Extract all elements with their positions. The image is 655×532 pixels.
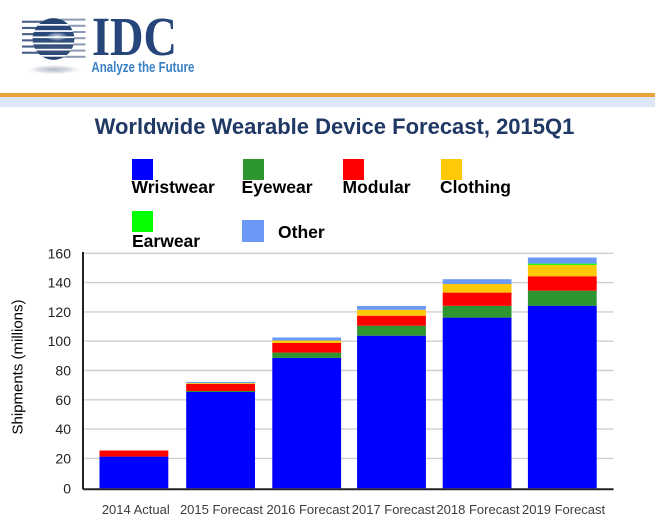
svg-text:60: 60 [55, 392, 71, 408]
svg-text:Shipments (millions): Shipments (millions) [10, 299, 27, 434]
svg-text:100: 100 [48, 333, 72, 349]
svg-text:2017 Forecast: 2017 Forecast [352, 502, 435, 517]
svg-text:2018 Forecast: 2018 Forecast [436, 502, 519, 517]
svg-text:80: 80 [55, 363, 71, 379]
svg-text:2016 Forecast: 2016 Forecast [266, 502, 349, 517]
svg-text:Analyze the Future: Analyze the Future [91, 59, 194, 76]
svg-text:160: 160 [48, 245, 72, 261]
svg-text:0: 0 [63, 480, 71, 496]
svg-text:2014 Actual: 2014 Actual [102, 502, 170, 517]
svg-text:2019 Forecast: 2019 Forecast [522, 502, 605, 517]
svg-text:2015 Forecast: 2015 Forecast [180, 502, 263, 517]
svg-text:40: 40 [55, 421, 71, 437]
svg-text:20: 20 [55, 450, 71, 466]
svg-text:IDC: IDC [92, 6, 177, 67]
svg-text:140: 140 [48, 275, 72, 291]
svg-text:120: 120 [48, 304, 72, 320]
